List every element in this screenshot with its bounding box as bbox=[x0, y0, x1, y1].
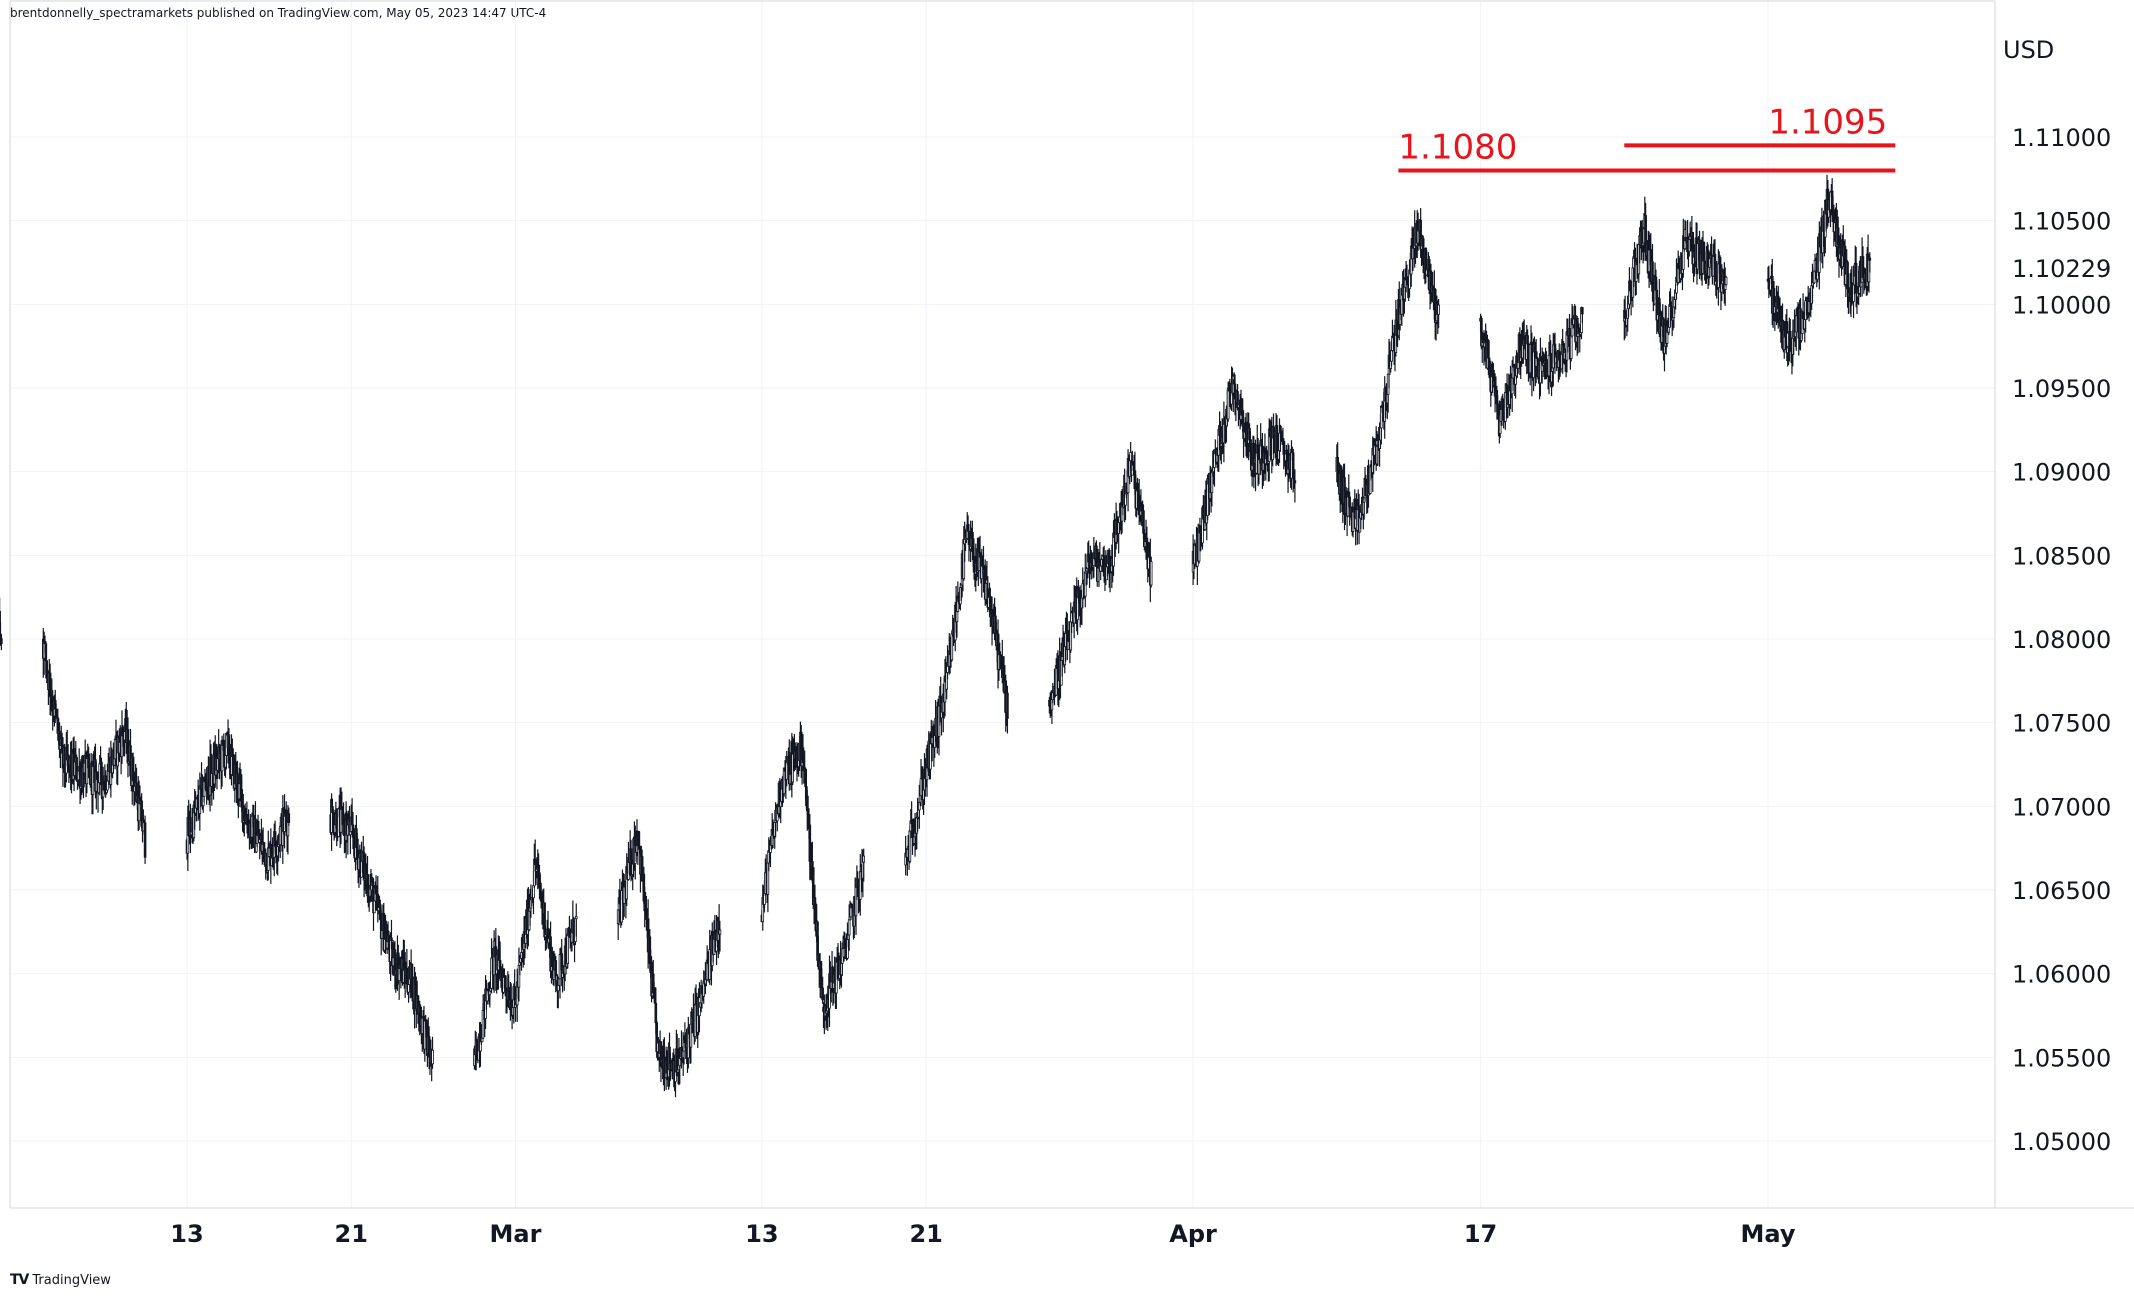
candle-body bbox=[1396, 335, 1399, 338]
candle-body bbox=[574, 915, 578, 920]
candle-body bbox=[54, 708, 58, 717]
y-tick-label: 1.10500 bbox=[2012, 208, 2111, 236]
y-tick-label: 1.06000 bbox=[2012, 961, 2111, 989]
candle-body bbox=[1226, 387, 1230, 420]
candle-body bbox=[1129, 452, 1132, 462]
y-tick-label: 1.07000 bbox=[2012, 793, 2111, 821]
candle-body bbox=[431, 1049, 434, 1065]
tradingview-logo-icon: TV bbox=[10, 1272, 29, 1288]
price-annotations: 1.1080 1.1095 bbox=[1398, 102, 1896, 173]
candle-body bbox=[862, 855, 866, 863]
x-tick-label: 17 bbox=[1464, 1220, 1497, 1248]
candle-body bbox=[1868, 257, 1872, 261]
y-tick-label: 1.05000 bbox=[2012, 1128, 2111, 1156]
candle-body bbox=[143, 822, 147, 858]
footer-brand: TradingView bbox=[32, 1272, 111, 1288]
candle-body bbox=[100, 761, 103, 786]
candle-body bbox=[654, 1002, 658, 1024]
candle-body bbox=[0, 638, 3, 644]
resistance-label: 1.1080 bbox=[1398, 127, 1517, 167]
candle-body bbox=[657, 1039, 660, 1044]
candle-body bbox=[1516, 362, 1520, 369]
candle-body bbox=[1812, 270, 1816, 284]
last-price-marker: 1.10229 bbox=[2012, 255, 2111, 283]
y-tick-label: 1.11000 bbox=[2012, 124, 2111, 152]
y-tick-label: 1.07500 bbox=[2012, 710, 2111, 738]
y-tick-label: 1.08000 bbox=[2012, 626, 2111, 654]
x-tick-label: May bbox=[1741, 1220, 1796, 1248]
candle-body bbox=[407, 984, 410, 993]
y-tick-label: 1.05500 bbox=[2012, 1044, 2111, 1072]
candle-body bbox=[1006, 692, 1009, 719]
candle-body bbox=[998, 651, 1002, 656]
candle-body bbox=[1724, 276, 1728, 286]
candle-body bbox=[843, 937, 847, 950]
candle-body bbox=[566, 933, 570, 965]
candle-body bbox=[262, 842, 266, 850]
candle-body bbox=[1776, 295, 1780, 310]
x-tick-label: 21 bbox=[335, 1220, 368, 1248]
candle-body bbox=[513, 986, 516, 1001]
x-tick-label: 13 bbox=[745, 1220, 778, 1248]
candle-body bbox=[1437, 304, 1440, 315]
candle-body bbox=[240, 789, 244, 795]
chart-grid bbox=[10, 1, 1995, 1208]
candle-body bbox=[1149, 561, 1153, 586]
candle-body bbox=[1581, 307, 1584, 315]
candle-body bbox=[950, 633, 954, 661]
y-tick-label: 1.08500 bbox=[2012, 542, 2111, 570]
candle-body bbox=[287, 813, 291, 823]
y-tick-label: 1.09000 bbox=[2012, 459, 2111, 487]
candle-body bbox=[556, 985, 560, 992]
candle-body bbox=[1667, 326, 1671, 333]
x-axis-ticks: 13 21 Mar 13 21 Apr 17 May bbox=[170, 1220, 1796, 1248]
y-tick-label: 1.06500 bbox=[2012, 877, 2111, 905]
candle-body bbox=[44, 643, 48, 662]
x-tick-label: 21 bbox=[909, 1220, 942, 1248]
candle-body bbox=[1526, 335, 1529, 345]
publisher-attribution: brentdonnelly_spectramarkets published o… bbox=[10, 6, 547, 20]
x-tick-label: 13 bbox=[170, 1220, 203, 1248]
footer: TV TradingView bbox=[10, 1272, 111, 1288]
candle-body bbox=[821, 987, 824, 1001]
currency-label: USD bbox=[2003, 36, 2054, 64]
y-tick-label: 1.09500 bbox=[2012, 375, 2111, 403]
candle-body bbox=[847, 919, 851, 936]
candle-body bbox=[373, 900, 376, 914]
candle-body bbox=[955, 611, 959, 623]
candle-body bbox=[106, 780, 109, 791]
candle-body bbox=[390, 937, 393, 942]
candle-body bbox=[554, 960, 558, 977]
candle-body bbox=[718, 929, 722, 935]
last-price-label: 1.10229 bbox=[2012, 255, 2111, 283]
y-axis-ticks: 1.11000 1.10500 1.10000 1.09500 1.09000 1.085… bbox=[2012, 124, 2111, 1156]
x-tick-label: Mar bbox=[490, 1220, 542, 1248]
axes: USD bbox=[9, 0, 2134, 1209]
resistance-label: 1.1095 bbox=[1768, 102, 1887, 142]
candlestick-series bbox=[0, 174, 1872, 1098]
candle-body bbox=[811, 861, 814, 868]
x-tick-label: Apr bbox=[1169, 1220, 1217, 1248]
candle-body bbox=[48, 672, 52, 697]
y-tick-label: 1.10000 bbox=[2012, 291, 2111, 319]
candle-body bbox=[1293, 480, 1297, 484]
candle-body bbox=[1569, 335, 1573, 359]
